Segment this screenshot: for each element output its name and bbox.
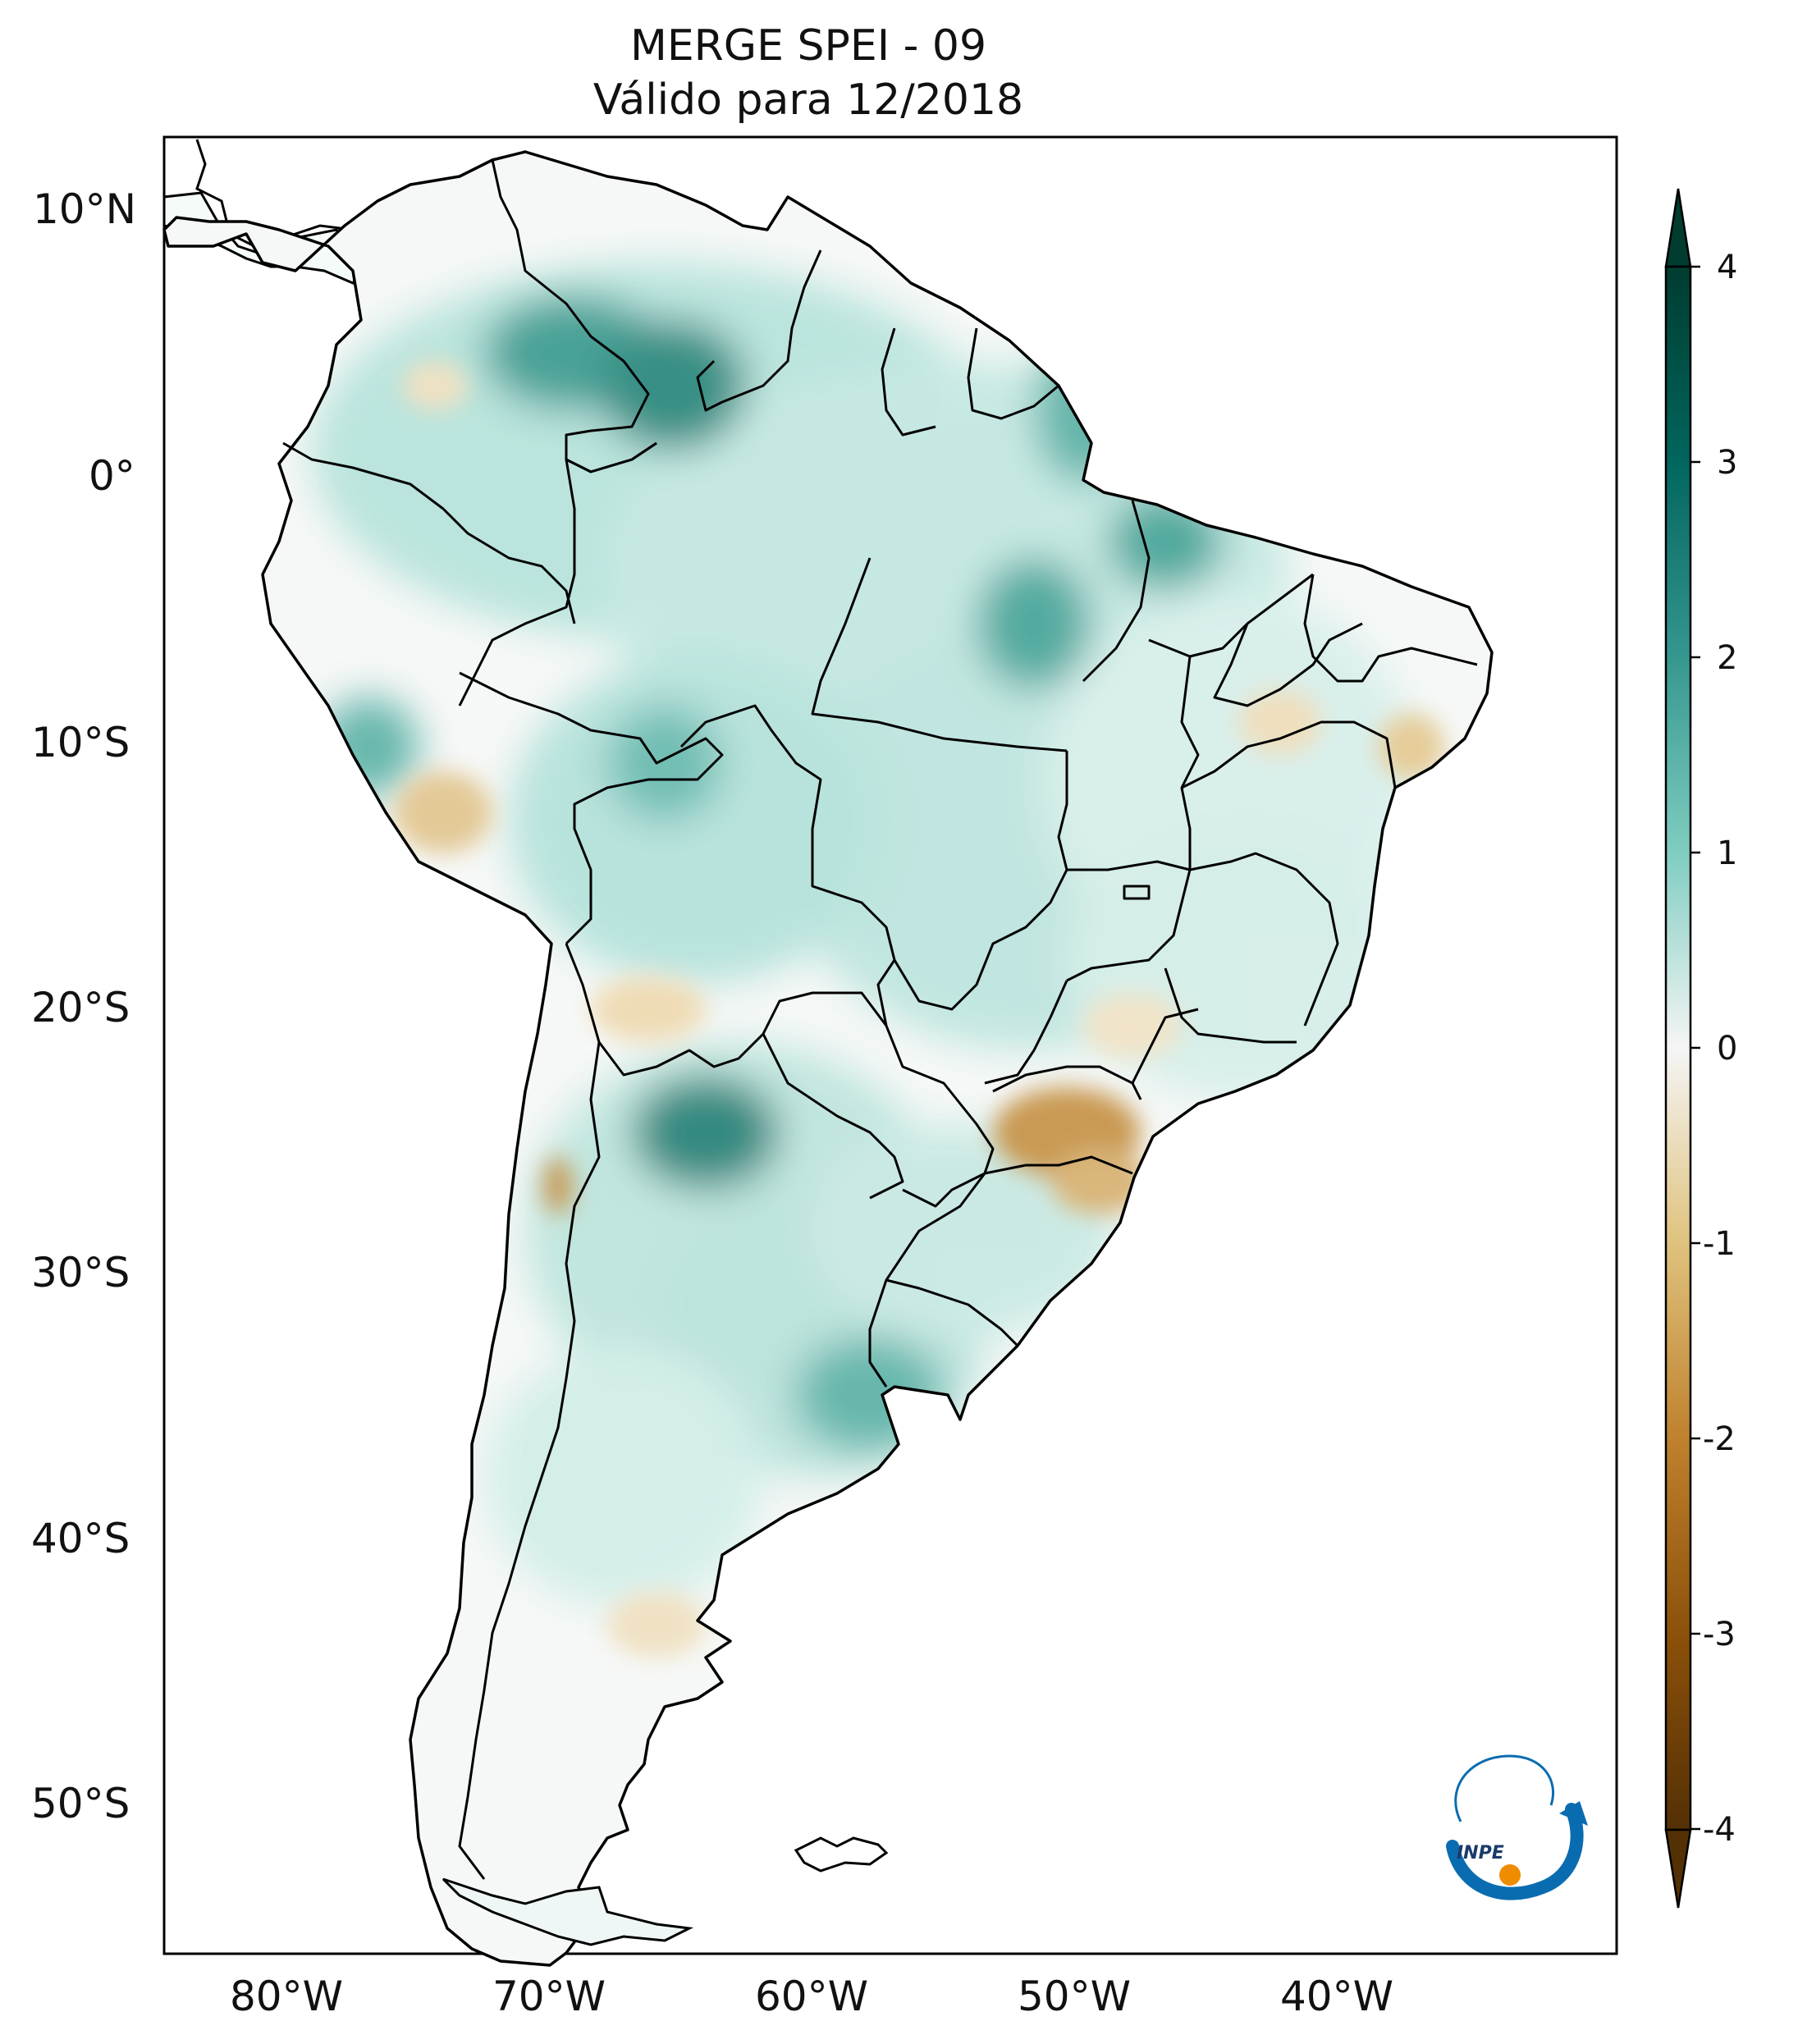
lat-tick-label: 40°S [31, 1515, 130, 1562]
logo-text: INPE [1457, 1843, 1504, 1863]
colorbar-gradient [1664, 265, 1692, 1831]
colorbar-tick-label: 4 [1717, 249, 1737, 286]
country-borders [282, 159, 1478, 1880]
map-title: MERGE SPEI - 09 [629, 21, 987, 71]
lon-tick-label: 60°W [755, 1973, 868, 2020]
colorbar-tick-label: 0 [1717, 1030, 1737, 1068]
coastline [162, 150, 1494, 1967]
colorbar-extend-min [1664, 1828, 1692, 1909]
inpe-logo: INPE [1446, 1754, 1588, 1900]
lon-tick-label: 40°W [1280, 1973, 1393, 2020]
tierra-del-fuego [441, 1877, 694, 1946]
central-america-coast [195, 139, 367, 255]
falkland-islands [794, 1836, 889, 1873]
lon-tick-label: 80°W [230, 1973, 343, 2020]
lon-axis: 80°W 70°W 60°W 50°W 40°W [230, 1973, 1393, 2020]
colorbar-tick-label: 3 [1717, 444, 1737, 482]
lon-tick-label: 50°W [1018, 1973, 1131, 2020]
lat-tick-label: 30°S [31, 1249, 130, 1296]
map-subtitle: Válido para 12/2018 [592, 75, 1024, 125]
colorbar-tick-label: -3 [1703, 1616, 1736, 1653]
colorbar-tick-label: -4 [1703, 1811, 1736, 1849]
lon-tick-label: 70°W [492, 1973, 606, 2020]
colorbar-tick-label: -2 [1703, 1420, 1736, 1458]
lat-tick-label: 10°N [33, 185, 136, 233]
colorbar: 4 3 2 1 0 -1 -2 -3 -4 [1664, 188, 1737, 1909]
colorbar-tick-label: 2 [1717, 639, 1737, 677]
lat-tick-label: 50°S [31, 1780, 130, 1827]
colorbar-extend-max [1664, 188, 1692, 268]
lat-tick-label: 20°S [31, 984, 130, 1031]
lat-tick-label: 0° [89, 452, 135, 500]
lat-axis: 10°N 0° 10°S 20°S 30°S 40°S 50°S [31, 185, 136, 1827]
lat-tick-label: 10°S [31, 719, 130, 766]
colorbar-tick-label: 1 [1717, 835, 1737, 872]
colorbar-tick-label: -1 [1703, 1225, 1736, 1263]
